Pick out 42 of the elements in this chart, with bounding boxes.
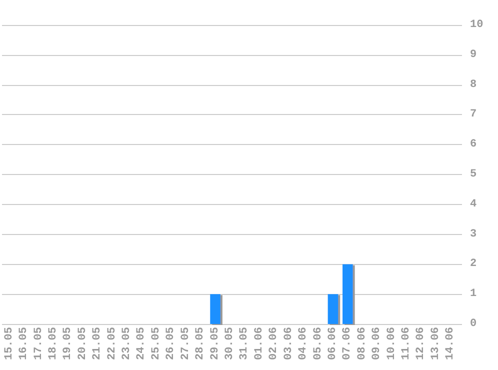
y-tick-label: 2 xyxy=(470,258,477,270)
y-tick-label: 3 xyxy=(470,228,477,240)
x-tick-label: 31.05 xyxy=(238,326,251,360)
x-tick-label: 15.05 xyxy=(3,326,16,360)
x-tick-label: 08.06 xyxy=(356,327,368,360)
x-tick-label: 18.05 xyxy=(47,326,60,360)
x-tick-label: 30.05 xyxy=(224,326,236,360)
x-tick-label: 09.06 xyxy=(371,327,384,360)
y-tick-label: 5 xyxy=(470,168,477,180)
x-tick-label: 11.06 xyxy=(400,327,413,360)
x-tick-label: 29.05 xyxy=(209,326,222,360)
y-tick-label: 8 xyxy=(470,78,477,91)
x-tick-label: 14.06 xyxy=(444,327,457,360)
x-tick-label: 04.06 xyxy=(298,327,310,360)
x-tick-label: 01.06 xyxy=(253,327,266,360)
x-tick-label: 17.05 xyxy=(32,326,45,360)
x-tick-label: 02.06 xyxy=(268,327,280,360)
y-tick-label: 10 xyxy=(470,19,484,31)
x-tick-label: 10.06 xyxy=(386,327,398,360)
x-tick-label: 12.06 xyxy=(415,327,428,360)
x-tick-label: 22.05 xyxy=(106,326,118,360)
x-tick-label: 23.05 xyxy=(121,326,134,360)
y-tick-label: 4 xyxy=(470,198,477,210)
x-tick-label: 21.05 xyxy=(92,326,104,360)
x-tick-label: 25.05 xyxy=(150,326,162,360)
x-tick-label: 28.05 xyxy=(194,326,207,360)
x-tick-label: 06.06 xyxy=(326,327,339,360)
x-tick-label: 16.05 xyxy=(18,326,30,360)
x-tick-label: 13.06 xyxy=(430,327,442,360)
y-tick-label: 6 xyxy=(470,138,477,151)
x-tick-label: 24.05 xyxy=(136,326,148,360)
x-tick-label: 19.05 xyxy=(62,326,74,360)
y-tick-label: 1 xyxy=(470,288,477,300)
x-tick-label: 05.06 xyxy=(312,327,324,360)
x-tick-label: 20.05 xyxy=(76,326,89,360)
x-tick-label: 03.06 xyxy=(282,327,295,360)
y-tick-label: 9 xyxy=(470,48,477,61)
y-tick-label: 0 xyxy=(470,318,477,330)
x-tick-label: 07.06 xyxy=(342,327,354,360)
x-tick-label: 27.05 xyxy=(180,326,192,360)
x-tick-label: 26.05 xyxy=(165,326,178,360)
y-tick-label: 7 xyxy=(470,108,477,121)
